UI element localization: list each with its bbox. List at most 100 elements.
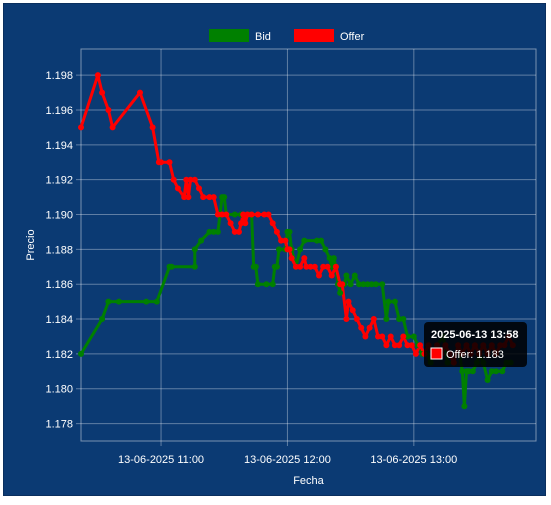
data-point-bid <box>143 298 150 305</box>
data-point-offer <box>242 220 249 227</box>
data-point-offer <box>248 211 255 218</box>
data-point-offer <box>297 263 304 270</box>
chart-container: 1.178 1.180 1.182 1.184 1.186 1.188 1.190 1.192… <box>3 3 546 496</box>
y-tick-label: 1.190 <box>45 210 73 222</box>
data-point-bid <box>326 255 333 262</box>
data-point-offer <box>254 211 261 218</box>
data-point-bid <box>410 333 417 340</box>
legend-label-bid: Bid <box>255 31 271 43</box>
y-tick-label: 1.188 <box>45 244 73 256</box>
data-point-bid <box>286 228 293 235</box>
data-point-offer <box>412 350 419 357</box>
data-point-offer <box>400 333 407 340</box>
data-point-offer <box>332 263 339 270</box>
data-point-offer <box>345 298 352 305</box>
data-point-offer <box>185 194 192 201</box>
data-point-offer <box>181 194 188 201</box>
data-point-bid <box>221 194 228 201</box>
data-point-offer <box>339 281 346 288</box>
data-point-offer <box>206 194 213 201</box>
data-point-offer <box>105 107 112 113</box>
y-axis-title: Precio <box>25 229 37 260</box>
data-point-offer <box>261 211 268 218</box>
legend-swatch-offer <box>294 29 334 42</box>
data-point-bid <box>383 316 390 322</box>
data-point-bid <box>360 281 367 288</box>
data-point-bid <box>493 368 499 375</box>
data-point-offer <box>223 211 230 218</box>
data-point-bid <box>364 281 371 288</box>
data-point-bid <box>372 281 379 288</box>
data-point-offer <box>387 333 394 340</box>
data-point-bid <box>461 403 468 410</box>
data-point-bid <box>276 246 282 253</box>
y-tick-label: 1.182 <box>45 349 73 361</box>
y-tick-label: 1.192 <box>45 175 73 187</box>
legend-swatch-bid <box>209 29 249 42</box>
data-point-offer <box>324 263 331 270</box>
data-point-offer <box>320 263 327 270</box>
tooltip-value: Offer: 1.183 <box>446 349 504 361</box>
data-point-offer <box>196 185 202 192</box>
data-point-bid <box>301 237 308 244</box>
plot-border <box>80 48 537 442</box>
data-point-offer <box>109 124 116 131</box>
x-axis-title: Fecha <box>293 475 324 487</box>
data-point-offer <box>383 342 390 349</box>
data-point-offer <box>301 255 308 262</box>
data-point-bid <box>396 316 403 322</box>
data-point-bid <box>168 263 175 270</box>
data-point-bid <box>400 316 407 322</box>
data-point-bid <box>337 289 344 296</box>
data-point-offer <box>99 89 106 96</box>
data-point-offer <box>358 324 365 331</box>
data-point-bid <box>252 263 259 270</box>
data-point-bid <box>356 281 363 288</box>
data-point-offer <box>391 342 398 349</box>
data-point-bid <box>328 263 335 270</box>
data-point-bid <box>105 298 112 305</box>
data-point-offer <box>187 176 194 183</box>
data-point-bid <box>210 228 217 235</box>
data-point-offer <box>379 333 386 340</box>
y-tick-label: 1.194 <box>45 140 73 152</box>
data-point-bid <box>469 368 476 375</box>
data-point-bid <box>254 281 261 288</box>
data-point-offer <box>417 342 424 349</box>
data-point-bid <box>385 298 392 305</box>
tooltip: 2025-06-13 13:58 Offer: 1.183 <box>424 322 527 367</box>
data-point-bid <box>391 298 398 305</box>
y-tick-label: 1.196 <box>45 105 73 117</box>
data-point-bid <box>198 237 205 244</box>
data-point-offer <box>282 237 289 244</box>
legend: Bid Offer <box>209 29 365 43</box>
data-point-offer <box>94 72 101 79</box>
data-point-bid <box>351 272 358 279</box>
x-tick-labels: 13-06-2025 11:00 13-06-2025 12:00 13-06-20… <box>118 454 457 466</box>
data-point-bid <box>313 237 320 244</box>
data-point-bid <box>263 281 270 288</box>
data-point-offer <box>408 342 415 349</box>
tooltip-swatch <box>430 347 443 360</box>
data-point-offer <box>349 307 356 314</box>
y-tick-label: 1.184 <box>45 314 73 326</box>
data-point-offer <box>396 342 403 349</box>
data-point-bid <box>343 272 350 279</box>
data-point-offer <box>231 228 238 235</box>
y-tick-labels: 1.178 1.180 1.182 1.184 1.186 1.188 1.190 1.192… <box>45 70 73 430</box>
data-point-bid <box>191 246 198 253</box>
data-point-bid <box>191 263 198 270</box>
data-point-offer <box>307 263 314 270</box>
data-point-offer <box>174 185 181 192</box>
data-point-offer <box>273 228 280 235</box>
data-point-offer <box>244 211 251 218</box>
data-point-bid <box>404 333 411 340</box>
y-tick-label: 1.186 <box>45 279 73 291</box>
data-point-offer <box>158 159 164 166</box>
legend-label-offer: Offer <box>340 31 365 43</box>
data-point-offer <box>227 220 234 227</box>
data-point-offer <box>78 124 84 131</box>
data-point-bid <box>465 368 472 375</box>
data-point-offer <box>210 194 217 201</box>
x-tick-label: 13-06-2025 13:00 <box>370 454 457 466</box>
